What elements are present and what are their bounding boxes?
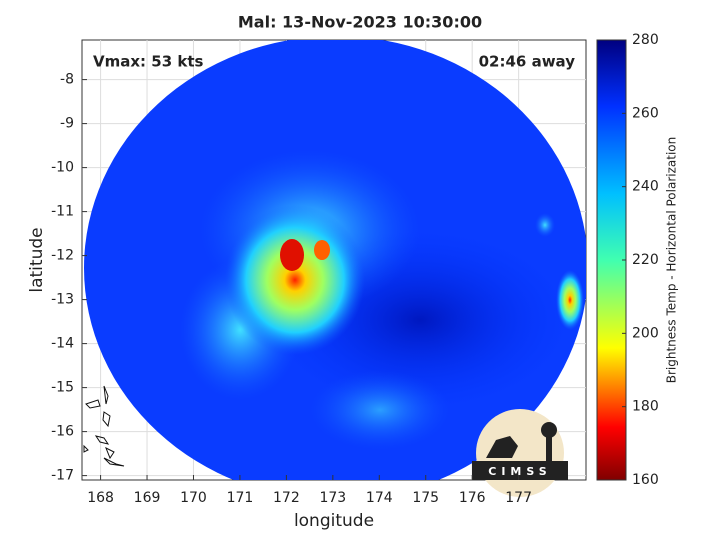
colorbar: [596, 39, 627, 481]
x-tick-label: 169: [134, 490, 161, 506]
colorbar-tick-label: 180: [632, 399, 659, 415]
x-tick-label: 175: [412, 490, 439, 506]
y-tick-label: -12: [51, 248, 74, 264]
colorbar-tick-label: 260: [632, 105, 659, 121]
y-tick-label: -15: [51, 380, 74, 396]
colorbar-tick-label: 200: [632, 325, 659, 341]
y-tick-label: -8: [60, 72, 74, 88]
y-tick-label: -17: [51, 468, 74, 484]
colorbar-tick-label: 220: [632, 252, 659, 268]
cimss-logo: CIMSS: [472, 409, 568, 497]
annotation: Vmax: 53 kts: [93, 53, 203, 71]
x-tick-label: 176: [459, 490, 486, 506]
x-tick-label: 177: [505, 490, 532, 506]
colorbar-tick-label: 240: [632, 179, 659, 195]
y-tick-label: -10: [51, 160, 74, 176]
coastline: [83, 385, 125, 467]
x-tick-label: 173: [319, 490, 346, 506]
satellite-image: [84, 40, 586, 480]
chart-title: Mal: 13-Nov-2023 10:30:00: [238, 13, 482, 32]
x-tick-label: 172: [273, 490, 300, 506]
logo-text: CIMSS: [488, 465, 551, 478]
x-tick-label: 174: [366, 490, 393, 506]
y-tick-label: -13: [51, 292, 74, 308]
y-tick-label: -14: [51, 336, 74, 352]
y-tick-label: -11: [51, 204, 74, 220]
x-tick-label: 168: [87, 490, 114, 506]
annotation: 02:46 away: [479, 53, 576, 71]
y-tick-label: -9: [60, 116, 74, 132]
y-tick-label: -16: [51, 424, 74, 440]
colorbar-tick-label: 160: [632, 472, 659, 488]
x-axis-label: longitude: [294, 511, 374, 531]
x-tick-label: 170: [180, 490, 207, 506]
colorbar-tick-label: 280: [632, 32, 659, 48]
x-tick-label: 171: [227, 490, 254, 506]
colorbar-label: Brightness Temp - Horizontal Polarizatio…: [665, 137, 679, 384]
y-axis-label: latitude: [27, 227, 47, 292]
